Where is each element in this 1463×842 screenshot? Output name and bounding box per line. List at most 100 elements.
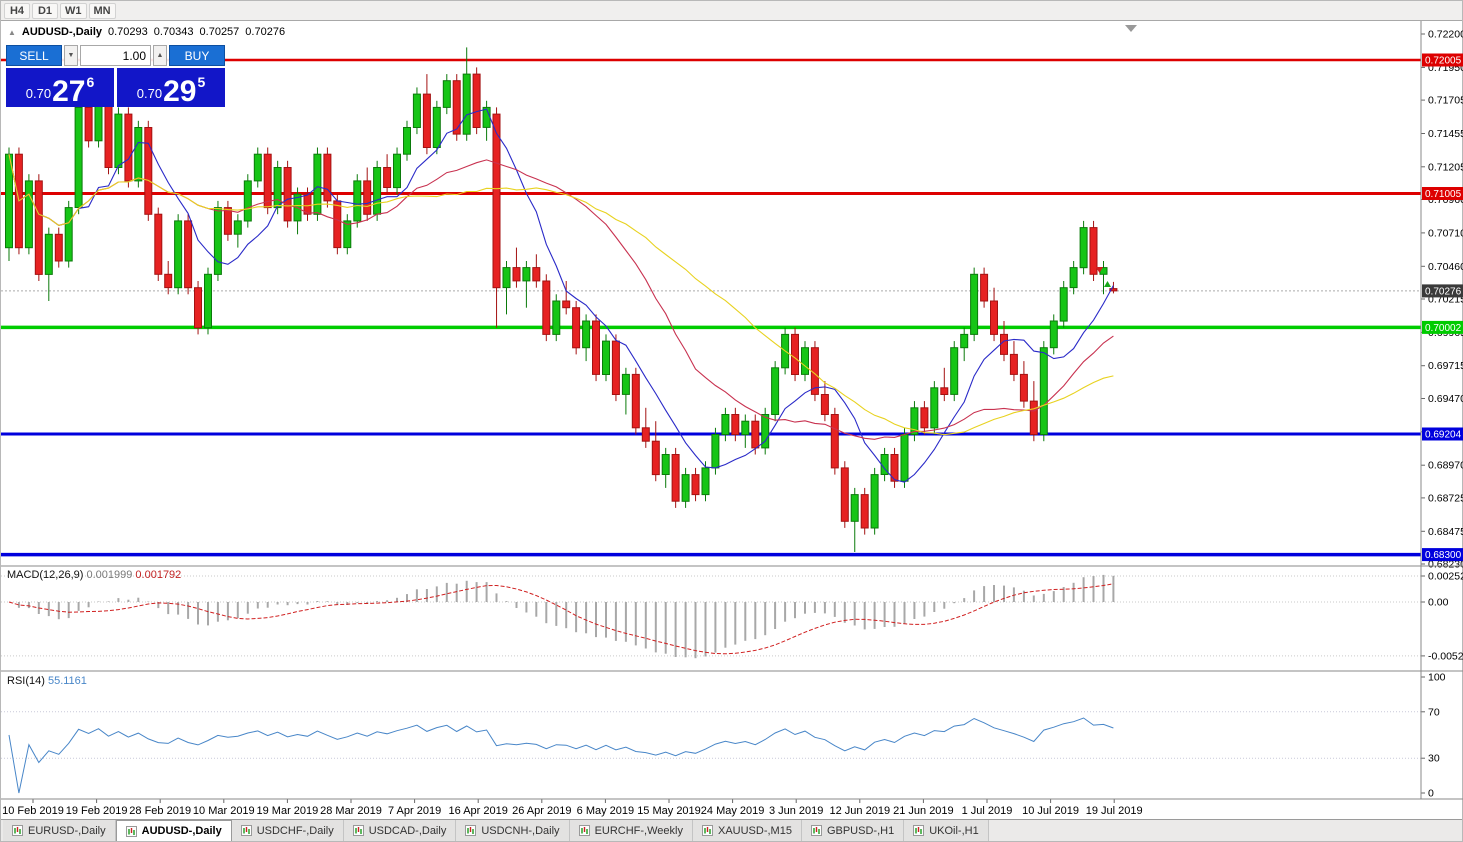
sell-price-prefix: 0.70 [25, 86, 52, 101]
sell-button[interactable]: SELL [6, 45, 62, 66]
chart-tab-eurusd-daily[interactable]: EURUSD-,Daily [3, 820, 116, 841]
timeframe-button-h4[interactable]: H4 [4, 2, 30, 19]
svg-text:0.68475: 0.68475 [1428, 526, 1463, 538]
macd-panel[interactable]: MACD(12,26,9) 0.001999 0.001792 [1, 569, 1421, 659]
svg-text:7 Apr 2019: 7 Apr 2019 [388, 805, 441, 817]
chart-tab-icon [125, 825, 137, 837]
chart-tab-label: AUDUSD-,Daily [141, 825, 222, 837]
svg-text:19 Feb 2019: 19 Feb 2019 [66, 805, 128, 817]
buy-arrow-marker [1104, 281, 1111, 287]
date-axis[interactable]: 10 Feb 2019 19 Feb 2019 28 Feb 2019 10 Mar … [2, 799, 1143, 817]
sell-arrow-marker [1096, 267, 1103, 273]
chart-tab-gbpusd-h1[interactable]: GBPUSD-,H1 [801, 820, 905, 841]
trade-controls-row: SELL ▼ ▲ BUY [6, 45, 225, 66]
rsi-panel[interactable]: RSI(14) 55.1161 [1, 675, 1421, 794]
chart-tab-label: EURCHF-,Weekly [594, 824, 683, 837]
svg-text:0.00: 0.00 [1428, 597, 1449, 609]
chart-tab-xauusd-m15[interactable]: XAUUSD-,M15 [692, 820, 802, 841]
svg-text:-0.005234: -0.005234 [1428, 650, 1463, 662]
svg-text:10 Mar 2019: 10 Mar 2019 [193, 805, 255, 817]
svg-text:16 Apr 2019: 16 Apr 2019 [449, 805, 508, 817]
macd-axis[interactable]: 0.002522 0.00 -0.005234 [1421, 571, 1463, 663]
svg-text:0.69204: 0.69204 [1425, 430, 1462, 441]
chart-tab-usdchf-daily[interactable]: USDCHF-,Daily [231, 820, 344, 841]
volume-decrease-button[interactable]: ▼ [64, 45, 78, 66]
chart-symbol-label: AUDUSD-,Daily [21, 26, 102, 38]
svg-text:70: 70 [1428, 706, 1440, 718]
chart-tab-label: USDCHF-,Daily [256, 824, 334, 837]
buy-button[interactable]: BUY [169, 45, 225, 66]
buy-price-display[interactable]: 0.70 29 5 [117, 68, 225, 107]
collapse-panel-icon[interactable]: ▲ [8, 27, 16, 37]
svg-text:0.72005: 0.72005 [1425, 56, 1462, 67]
svg-text:3 Jun 2019: 3 Jun 2019 [769, 805, 823, 817]
svg-text:0.68300: 0.68300 [1425, 550, 1462, 561]
svg-text:0.68970: 0.68970 [1428, 460, 1463, 472]
svg-text:12 Jun 2019: 12 Jun 2019 [830, 805, 891, 817]
chart-tab-icon [913, 825, 925, 836]
one-click-trade-panel: SELL ▼ ▲ BUY 0.70 27 6 0.70 29 5 [6, 45, 225, 107]
chart-tab-label: UKOil-,H1 [929, 824, 979, 837]
chart-tab-audusd-daily[interactable]: AUDUSD-,Daily [115, 820, 232, 841]
svg-text:10 Jul 2019: 10 Jul 2019 [1022, 805, 1079, 817]
svg-text:0.002522: 0.002522 [1428, 571, 1463, 583]
timeframe-button-d1[interactable]: D1 [32, 2, 58, 19]
svg-text:0.69470: 0.69470 [1428, 393, 1463, 405]
svg-text:0.72200: 0.72200 [1428, 29, 1463, 41]
chart-title: ▲ AUDUSD-,Daily 0.70293 0.70343 0.70257 … [8, 26, 285, 38]
chart-tab-usdcnh-daily[interactable]: USDCNH-,Daily [456, 820, 570, 841]
chart-tabs: EURUSD-,Daily AUDUSD-,Daily USDCHF-,Daily U… [1, 819, 1462, 841]
rsi-label: RSI(14) 55.1161 [7, 675, 87, 687]
sell-price-display[interactable]: 0.70 27 6 [6, 68, 114, 107]
chart-tab-ukoil-h1[interactable]: UKOil-,H1 [904, 820, 989, 841]
chart-tab-icon [352, 825, 364, 836]
ohlc-open: 0.70293 [108, 26, 148, 38]
chart-tab-icon [701, 825, 713, 836]
svg-text:0.70460: 0.70460 [1428, 261, 1463, 273]
chart-tab-icon [465, 825, 477, 836]
volume-input[interactable] [80, 45, 151, 66]
svg-text:1 Jul 2019: 1 Jul 2019 [962, 805, 1013, 817]
chart-canvas[interactable]: 0.722000.719500.717050.714550.712050.709… [1, 21, 1463, 821]
svg-text:0.70002: 0.70002 [1425, 323, 1462, 334]
svg-text:0.69715: 0.69715 [1428, 360, 1463, 372]
ohlc-low: 0.70257 [199, 26, 240, 38]
svg-text:0: 0 [1428, 788, 1434, 800]
buy-price-big: 29 [163, 74, 197, 108]
svg-text:0.68230: 0.68230 [1428, 559, 1463, 571]
chart-tab-eurchf-weekly[interactable]: EURCHF-,Weekly [569, 820, 693, 841]
svg-text:26 Apr 2019: 26 Apr 2019 [512, 805, 571, 817]
chart-tab-label: EURUSD-,Daily [28, 824, 106, 837]
trade-prices-row: 0.70 27 6 0.70 29 5 [6, 68, 225, 107]
svg-text:28 Mar 2019: 28 Mar 2019 [320, 805, 382, 817]
svg-text:100: 100 [1428, 672, 1446, 684]
svg-text:6 May 2019: 6 May 2019 [577, 805, 634, 817]
sell-price-big: 27 [52, 74, 86, 108]
timeframe-button-w1[interactable]: W1 [60, 2, 87, 19]
chart-tab-icon [12, 825, 23, 836]
svg-text:19 Jul 2019: 19 Jul 2019 [1086, 805, 1143, 817]
chart-tab-usdcad-daily[interactable]: USDCAD-,Daily [343, 820, 457, 841]
svg-text:0.71205: 0.71205 [1428, 161, 1463, 173]
chart-tab-icon [810, 825, 822, 836]
svg-text:0.70710: 0.70710 [1428, 227, 1463, 239]
svg-text:0.71005: 0.71005 [1425, 189, 1462, 200]
svg-text:10 Feb 2019: 10 Feb 2019 [2, 805, 64, 817]
svg-text:15 May 2019: 15 May 2019 [637, 805, 701, 817]
buy-price-prefix: 0.70 [136, 86, 163, 101]
chart-scroll-marker[interactable] [1125, 25, 1137, 32]
svg-text:24 May 2019: 24 May 2019 [701, 805, 765, 817]
svg-text:28 Feb 2019: 28 Feb 2019 [129, 805, 191, 817]
svg-text:0.68725: 0.68725 [1428, 492, 1463, 504]
svg-text:21 Jun 2019: 21 Jun 2019 [893, 805, 954, 817]
macd-label: MACD(12,26,9) 0.001999 0.001792 [7, 569, 181, 581]
svg-text:0.71455: 0.71455 [1428, 128, 1463, 140]
price-axis[interactable]: 0.722000.719500.717050.714550.712050.709… [1421, 29, 1463, 571]
svg-text:0.71705: 0.71705 [1428, 95, 1463, 107]
volume-increase-button[interactable]: ▲ [153, 45, 167, 66]
rsi-axis[interactable]: 100 70 30 0 [1421, 672, 1446, 800]
timeframe-button-mn[interactable]: MN [88, 2, 116, 19]
ohlc-close: 0.70276 [245, 26, 286, 38]
main-price-panel[interactable] [1, 25, 1421, 557]
